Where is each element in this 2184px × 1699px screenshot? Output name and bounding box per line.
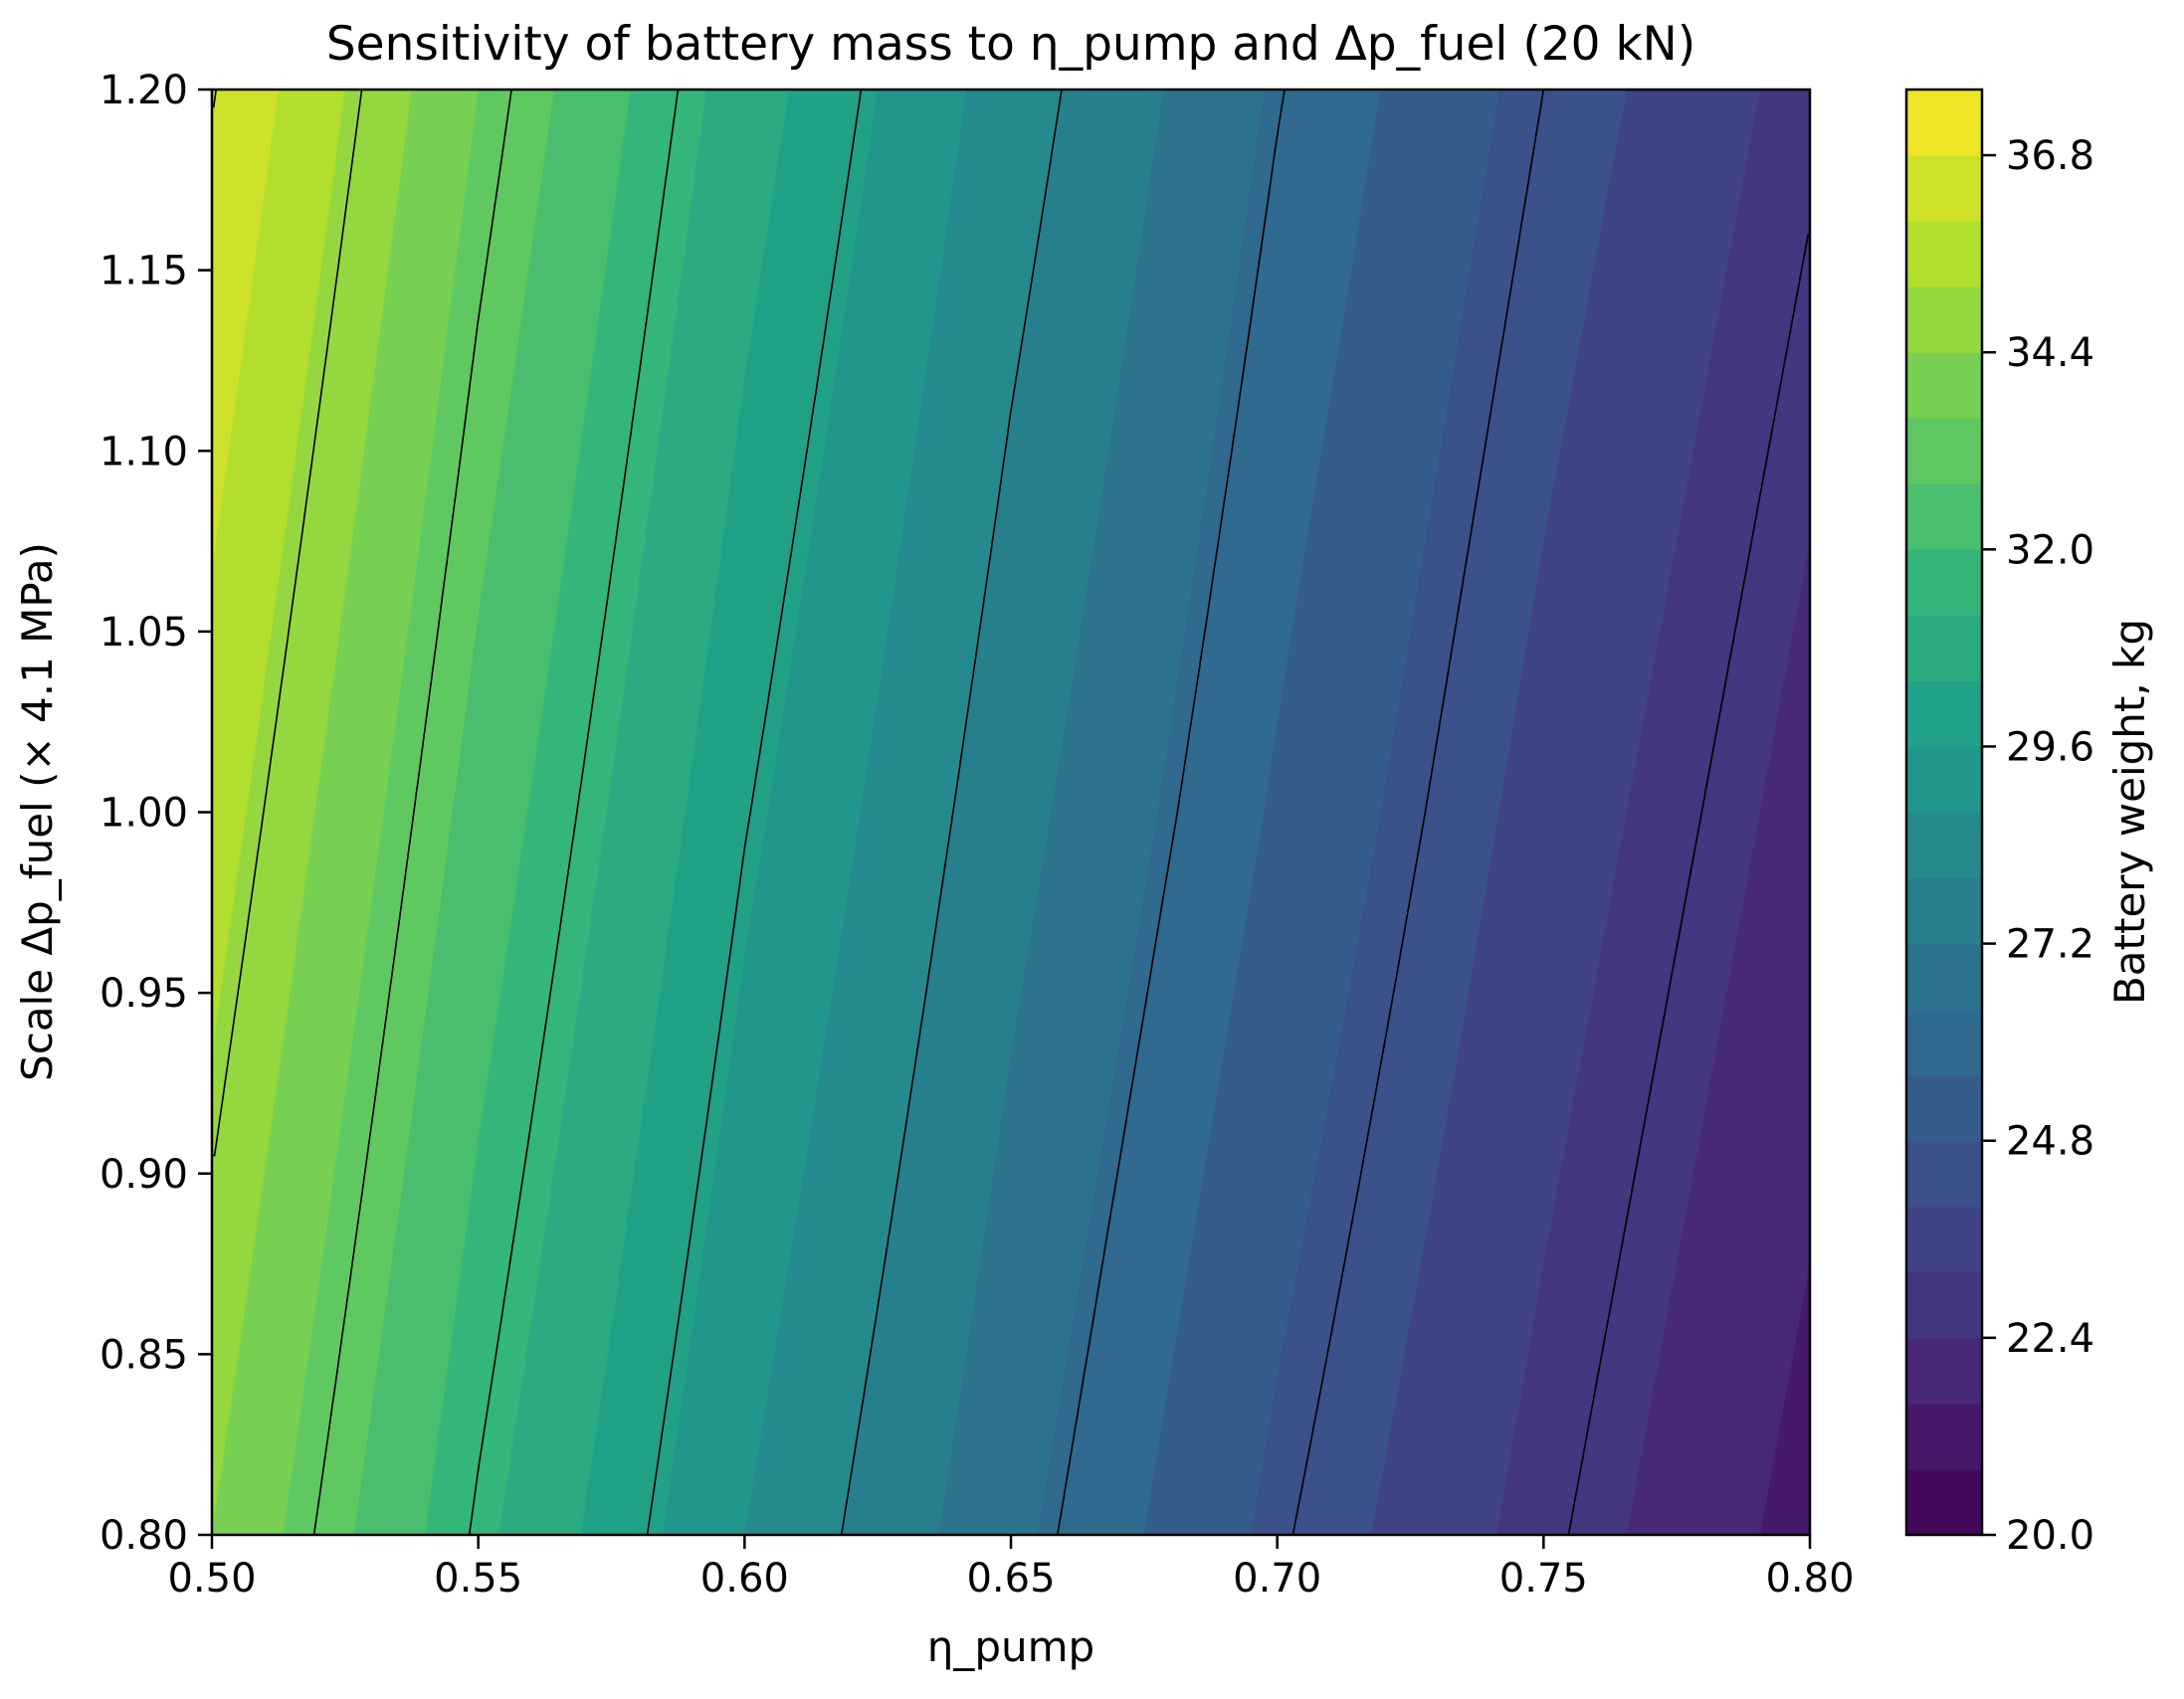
- y-tick-label: 0.95: [99, 971, 188, 1017]
- colorbar-tick-label: 24.8: [2006, 1119, 2094, 1165]
- colorbar-tick-label: 29.6: [2006, 724, 2094, 770]
- colorbar-band: [1906, 221, 1982, 287]
- colorbar-tick-label: 22.4: [2006, 1316, 2094, 1362]
- contour-fill-raster: [212, 90, 1810, 1535]
- contour-line-29_75: [646, 90, 863, 1535]
- colorbar-band: [1906, 615, 1982, 682]
- y-tick-label: 0.85: [99, 1332, 188, 1378]
- colorbar-label: Battery weight, kg: [2105, 619, 2154, 1005]
- colorbar-band: [1906, 418, 1982, 484]
- colorbar-band: [1906, 1009, 1982, 1076]
- contour-line-31_5: [468, 90, 680, 1535]
- colorbar-band: [1906, 90, 1982, 156]
- colorbar-frame: [1904, 88, 1984, 1537]
- colorbar-band: [1906, 877, 1982, 945]
- x-tick-label: 0.50: [167, 1556, 256, 1602]
- colorbar-tick-label: 20.0: [2006, 1513, 2094, 1559]
- colorbar-band: [1906, 1271, 1982, 1339]
- y-tick-label: 0.80: [99, 1513, 188, 1559]
- contour-lines: [212, 90, 1810, 1535]
- y-axis: 0.80 0.85 0.90 0.95 1.00 1.05 1.10 1.15 1.20: [99, 68, 212, 1559]
- colorbar-band: [1906, 680, 1982, 748]
- colorbar-band: [1906, 1468, 1982, 1536]
- x-tick-label: 0.60: [700, 1556, 789, 1602]
- contour-line-28: [840, 90, 1063, 1535]
- x-tick-label: 0.75: [1499, 1556, 1588, 1602]
- colorbar-band: [1906, 1337, 1982, 1405]
- colorbar-band: [1906, 746, 1982, 814]
- plot-area: [212, 90, 1810, 1535]
- x-axis-label: η_pump: [927, 1622, 1094, 1671]
- x-tick-label: 0.70: [1233, 1556, 1321, 1602]
- colorbar-band: [1906, 286, 1982, 353]
- contour-line-22_75: [1567, 234, 1810, 1535]
- colorbar-band: [1906, 155, 1982, 222]
- colorbar-band: [1906, 483, 1982, 550]
- colorbar-band: [1906, 943, 1982, 1011]
- contour-line-36_75: [212, 90, 217, 108]
- colorbar-band: [1906, 1074, 1982, 1142]
- contour-fill-bands: [212, 90, 1810, 1535]
- colorbar-band: [1906, 1140, 1982, 1208]
- contour-line-24_5: [1291, 90, 1545, 1535]
- x-axis: 0.50 0.55 0.60 0.65 0.70 0.75 0.80: [167, 1535, 1855, 1602]
- colorbar-tick-label: 32.0: [2006, 527, 2094, 573]
- colorbar-band: [1906, 352, 1982, 419]
- colorbar-tick-label: 34.4: [2006, 330, 2094, 376]
- y-tick-label: 1.00: [99, 791, 188, 837]
- colorbar-band: [1906, 549, 1982, 616]
- colorbar-band: [1906, 1206, 1982, 1273]
- y-tick-label: 0.90: [99, 1152, 188, 1198]
- colorbar-tick-label: 27.2: [2006, 922, 2094, 968]
- y-tick-label: 1.15: [99, 249, 188, 294]
- chart-title: Sensitivity of battery mass to η_pump an…: [326, 17, 1695, 72]
- colorbar-axis: 20.0 22.4 24.8 27.2 29.6 32.0 34.4 36.8: [1982, 133, 2094, 1559]
- y-tick-label: 1.20: [99, 68, 188, 113]
- x-tick-label: 0.55: [434, 1556, 522, 1602]
- y-tick-label: 1.05: [99, 610, 188, 656]
- colorbar-band: [1906, 812, 1982, 879]
- contour-line-33_25: [312, 90, 512, 1535]
- colorbar: [1906, 90, 1982, 1536]
- x-tick-label: 0.65: [966, 1556, 1055, 1602]
- contour-line-26_25: [1057, 90, 1286, 1535]
- y-tick-label: 1.10: [99, 429, 188, 474]
- x-tick-label: 0.80: [1765, 1556, 1854, 1602]
- colorbar-tick-label: 36.8: [2006, 133, 2094, 179]
- colorbar-band: [1906, 1403, 1982, 1470]
- y-axis-label: Scale Δp_fuel (× 4.1 MPa): [13, 542, 62, 1081]
- contour-line-35: [212, 90, 363, 1157]
